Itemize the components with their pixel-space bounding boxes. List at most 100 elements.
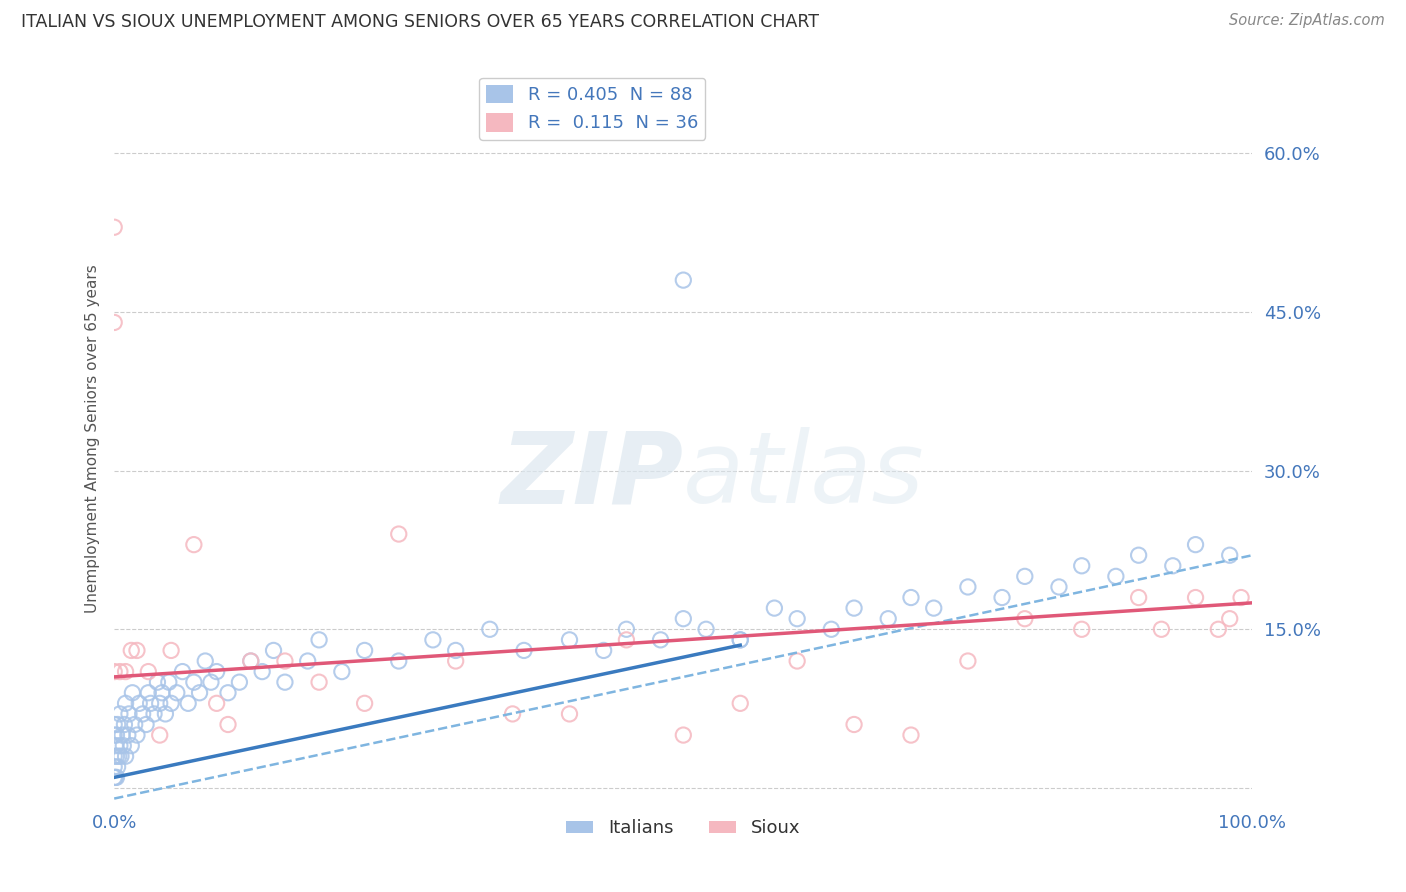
Legend: Italians, Sioux: Italians, Sioux bbox=[560, 812, 807, 845]
Point bbox=[107, 760, 129, 774]
Point bbox=[900, 728, 922, 742]
Point bbox=[444, 643, 467, 657]
Point bbox=[103, 315, 125, 329]
Point bbox=[388, 527, 411, 541]
Point bbox=[786, 612, 808, 626]
Point bbox=[183, 538, 205, 552]
Point bbox=[502, 706, 524, 721]
Point bbox=[877, 612, 900, 626]
Point bbox=[107, 717, 129, 731]
Point bbox=[1014, 569, 1036, 583]
Point bbox=[1150, 622, 1173, 636]
Text: atlas: atlas bbox=[683, 427, 925, 524]
Point bbox=[166, 686, 188, 700]
Point bbox=[104, 771, 127, 785]
Point bbox=[114, 665, 136, 679]
Point bbox=[297, 654, 319, 668]
Point bbox=[105, 728, 128, 742]
Point bbox=[1128, 548, 1150, 562]
Point bbox=[103, 665, 125, 679]
Point bbox=[139, 696, 162, 710]
Point bbox=[263, 643, 285, 657]
Point bbox=[842, 601, 865, 615]
Point bbox=[1161, 558, 1184, 573]
Point bbox=[121, 686, 143, 700]
Point bbox=[155, 706, 177, 721]
Point bbox=[103, 771, 125, 785]
Point bbox=[616, 632, 638, 647]
Point bbox=[143, 706, 166, 721]
Point bbox=[592, 643, 614, 657]
Point bbox=[728, 696, 751, 710]
Point bbox=[444, 654, 467, 668]
Point bbox=[105, 771, 128, 785]
Point bbox=[107, 749, 129, 764]
Point bbox=[112, 739, 135, 753]
Point bbox=[114, 717, 136, 731]
Text: ZIP: ZIP bbox=[501, 427, 683, 524]
Point bbox=[118, 706, 141, 721]
Point bbox=[274, 675, 297, 690]
Point bbox=[353, 696, 375, 710]
Point bbox=[956, 654, 979, 668]
Point bbox=[728, 632, 751, 647]
Point bbox=[1070, 558, 1092, 573]
Point bbox=[205, 696, 228, 710]
Point bbox=[250, 665, 273, 679]
Point bbox=[138, 665, 160, 679]
Point bbox=[125, 643, 148, 657]
Point bbox=[117, 728, 139, 742]
Point bbox=[149, 728, 172, 742]
Text: Source: ZipAtlas.com: Source: ZipAtlas.com bbox=[1229, 13, 1385, 29]
Point bbox=[922, 601, 945, 615]
Point bbox=[120, 643, 142, 657]
Point bbox=[1219, 612, 1241, 626]
Point bbox=[217, 717, 239, 731]
Point bbox=[104, 739, 127, 753]
Point bbox=[513, 643, 536, 657]
Text: ITALIAN VS SIOUX UNEMPLOYMENT AMONG SENIORS OVER 65 YEARS CORRELATION CHART: ITALIAN VS SIOUX UNEMPLOYMENT AMONG SENI… bbox=[21, 13, 820, 31]
Point bbox=[728, 632, 751, 647]
Point bbox=[478, 622, 501, 636]
Point bbox=[1184, 591, 1206, 605]
Point bbox=[103, 749, 125, 764]
Point bbox=[177, 696, 200, 710]
Point bbox=[900, 591, 922, 605]
Point bbox=[1014, 612, 1036, 626]
Point bbox=[695, 622, 717, 636]
Point bbox=[956, 580, 979, 594]
Point bbox=[103, 220, 125, 235]
Point bbox=[200, 675, 222, 690]
Point bbox=[138, 686, 160, 700]
Point bbox=[763, 601, 786, 615]
Point bbox=[114, 696, 136, 710]
Point bbox=[1184, 538, 1206, 552]
Y-axis label: Unemployment Among Seniors over 65 years: Unemployment Among Seniors over 65 years bbox=[86, 264, 100, 613]
Point bbox=[1128, 591, 1150, 605]
Point bbox=[820, 622, 842, 636]
Point bbox=[194, 654, 217, 668]
Point bbox=[205, 665, 228, 679]
Point bbox=[120, 739, 142, 753]
Point bbox=[422, 632, 444, 647]
Point bbox=[103, 728, 125, 742]
Point bbox=[239, 654, 262, 668]
Point bbox=[1047, 580, 1070, 594]
Point bbox=[128, 696, 150, 710]
Point bbox=[157, 675, 180, 690]
Point bbox=[111, 728, 134, 742]
Point bbox=[110, 749, 132, 764]
Point bbox=[124, 717, 146, 731]
Point bbox=[650, 632, 672, 647]
Point bbox=[150, 686, 173, 700]
Point bbox=[1230, 591, 1253, 605]
Point bbox=[558, 632, 581, 647]
Point bbox=[558, 706, 581, 721]
Point bbox=[353, 643, 375, 657]
Point bbox=[1219, 548, 1241, 562]
Point bbox=[125, 728, 148, 742]
Point bbox=[672, 273, 695, 287]
Point bbox=[1105, 569, 1128, 583]
Point bbox=[616, 622, 638, 636]
Point bbox=[105, 749, 128, 764]
